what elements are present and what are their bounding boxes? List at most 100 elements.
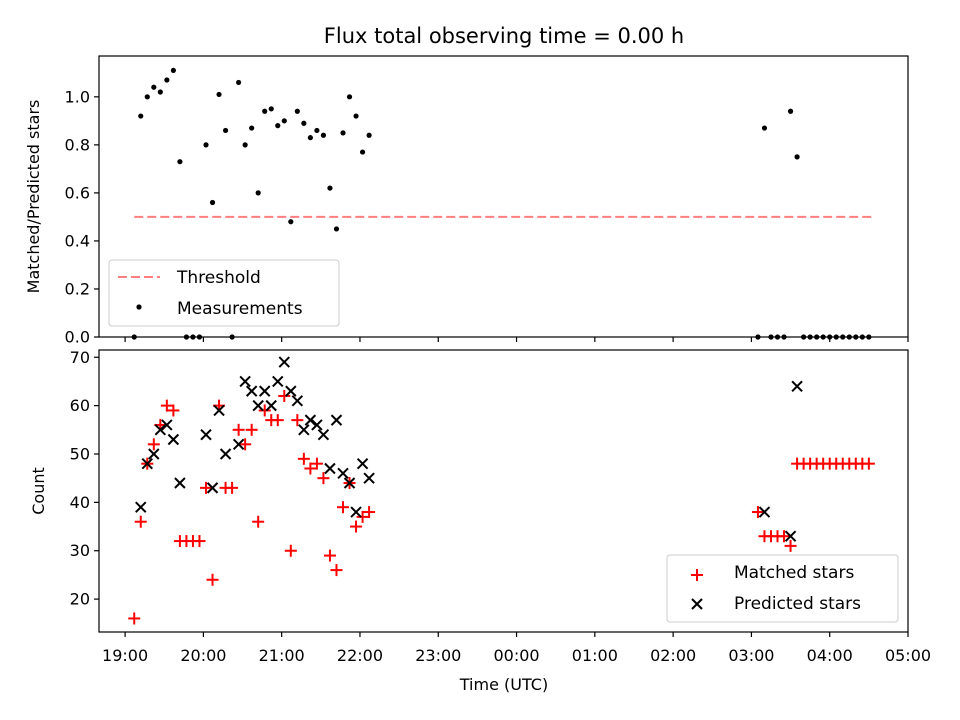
predicted-star-stroke-b bbox=[337, 467, 349, 480]
predicted-star-stroke-b bbox=[758, 506, 771, 518]
matched-star-point bbox=[784, 539, 797, 552]
top-y-tick-label: 0.4 bbox=[65, 231, 90, 250]
matched-star-point bbox=[363, 506, 376, 519]
predicted-star-stroke-b bbox=[259, 385, 271, 397]
predicted-star-stroke-b bbox=[343, 477, 356, 489]
top-y-axis-label: Matched/Predicted stars bbox=[24, 100, 43, 294]
predicted-star-point bbox=[154, 424, 167, 436]
predicted-star-stroke-b bbox=[356, 457, 369, 470]
matched-star-point bbox=[245, 423, 258, 436]
matched-star-point bbox=[778, 530, 791, 543]
bottom-y-tick-label: 60 bbox=[70, 396, 90, 415]
bottom-x-tick-label: 20:00 bbox=[180, 646, 226, 665]
measurement-point bbox=[359, 149, 366, 155]
predicted-star-stroke-b bbox=[311, 419, 323, 431]
matched-star-point bbox=[160, 399, 173, 412]
measurement-point bbox=[151, 84, 157, 90]
measurement-point bbox=[236, 79, 242, 86]
measurement-point bbox=[294, 108, 300, 114]
measurement-point bbox=[164, 77, 170, 83]
matched-star-point bbox=[284, 544, 297, 557]
top-y-tick-label: 0.0 bbox=[65, 328, 90, 347]
matched-star-point bbox=[862, 457, 875, 470]
predicted-star-stroke-b bbox=[174, 477, 186, 489]
predicted-star-point bbox=[330, 414, 343, 426]
predicted-star-point bbox=[141, 457, 153, 470]
measurement-point bbox=[320, 132, 327, 138]
measurement-point bbox=[353, 113, 359, 119]
predicted-star-point bbox=[245, 385, 258, 397]
predicted-star-stroke-b bbox=[291, 395, 304, 407]
predicted-star-point bbox=[337, 467, 349, 480]
measurement-point bbox=[787, 108, 794, 114]
measurement-point bbox=[216, 91, 222, 98]
predicted-star-stroke-b bbox=[148, 448, 160, 460]
measurement-point bbox=[255, 190, 261, 196]
matched-star-point bbox=[323, 549, 336, 562]
top-plot-frame bbox=[98, 55, 909, 338]
predicted-star-stroke-b bbox=[245, 385, 258, 397]
measurement-point bbox=[346, 94, 353, 100]
matched-star-point bbox=[134, 515, 147, 528]
predicted-star-point bbox=[174, 477, 186, 489]
predicted-star-point bbox=[272, 375, 284, 388]
legend-measurements-swatch bbox=[136, 304, 142, 310]
measurement-point bbox=[249, 125, 255, 131]
matched-star-point bbox=[167, 404, 180, 417]
matched-star-point bbox=[258, 404, 271, 417]
predicted-star-stroke-b bbox=[272, 375, 284, 388]
matched-star-point bbox=[356, 510, 369, 523]
top-y-tick-label: 0.2 bbox=[65, 279, 90, 298]
predicted-star-point bbox=[356, 457, 369, 470]
predicted-star-stroke-b bbox=[206, 482, 219, 494]
measurement-point bbox=[170, 67, 176, 74]
predicted-star-point bbox=[758, 506, 771, 518]
measurement-point bbox=[138, 113, 144, 119]
bottom-x-tick-label: 23:00 bbox=[415, 646, 461, 665]
matched-stars-layer bbox=[128, 389, 875, 625]
bottom-y-ticks: 20 30 40 50 60 70 bbox=[70, 348, 99, 609]
measurement-point bbox=[242, 142, 248, 148]
predicted-star-stroke-b bbox=[219, 448, 232, 460]
predicted-star-point bbox=[259, 385, 271, 397]
matched-star-point bbox=[147, 438, 160, 451]
predicted-star-stroke-b bbox=[239, 375, 251, 388]
predicted-star-point bbox=[213, 404, 225, 417]
bottom-x-tick-label: 03:00 bbox=[728, 646, 774, 665]
chart-title: Flux total observing time = 0.00 h bbox=[324, 24, 684, 48]
top-panel: 0.0 0.2 0.4 0.6 0.8 1.0 Matched/Predicted sta… bbox=[24, 55, 909, 347]
legend-matched-label: Matched stars bbox=[734, 563, 854, 583]
predicted-star-stroke-b bbox=[350, 506, 362, 518]
predicted-star-stroke-b bbox=[265, 399, 277, 412]
predicted-star-point bbox=[291, 395, 304, 407]
predicted-star-point bbox=[285, 385, 297, 397]
measurement-point bbox=[144, 94, 150, 100]
top-y-ticks: 0.0 0.2 0.4 0.6 0.8 1.0 bbox=[65, 87, 99, 347]
measurement-point bbox=[203, 142, 209, 148]
bottom-y-tick-label: 30 bbox=[70, 541, 90, 560]
measurement-point bbox=[275, 123, 281, 129]
matched-star-point bbox=[193, 535, 206, 548]
predicted-star-point bbox=[252, 399, 264, 412]
measurement-point bbox=[268, 106, 274, 112]
bottom-x-tick-label: 00:00 bbox=[493, 646, 539, 665]
matched-star-point bbox=[271, 414, 284, 427]
matched-star-point bbox=[330, 564, 343, 577]
legend-predicted-label: Predicted stars bbox=[734, 594, 861, 614]
bottom-legend: Matched stars Predicted stars bbox=[666, 554, 899, 623]
bottom-y-tick-label: 40 bbox=[70, 493, 90, 512]
bottom-panel: 20 30 40 50 60 70 19:00 20:00 21:00 22:00 23:00 00… bbox=[29, 348, 931, 694]
bottom-y-tick-label: 20 bbox=[70, 590, 90, 609]
predicted-star-point bbox=[161, 419, 173, 431]
predicted-star-stroke-b bbox=[135, 501, 147, 513]
legend-predicted-swatch bbox=[691, 598, 703, 610]
matched-star-point bbox=[291, 414, 304, 427]
predicted-star-stroke-b bbox=[278, 356, 290, 368]
matched-star-point bbox=[317, 472, 330, 485]
predicted-star-stroke-b bbox=[317, 428, 330, 441]
predicted-star-stroke-b bbox=[161, 419, 173, 431]
predicted-star-stroke-b bbox=[252, 399, 264, 412]
measurement-point bbox=[262, 108, 268, 114]
measurements-layer bbox=[131, 67, 872, 340]
measurement-point bbox=[288, 219, 294, 225]
